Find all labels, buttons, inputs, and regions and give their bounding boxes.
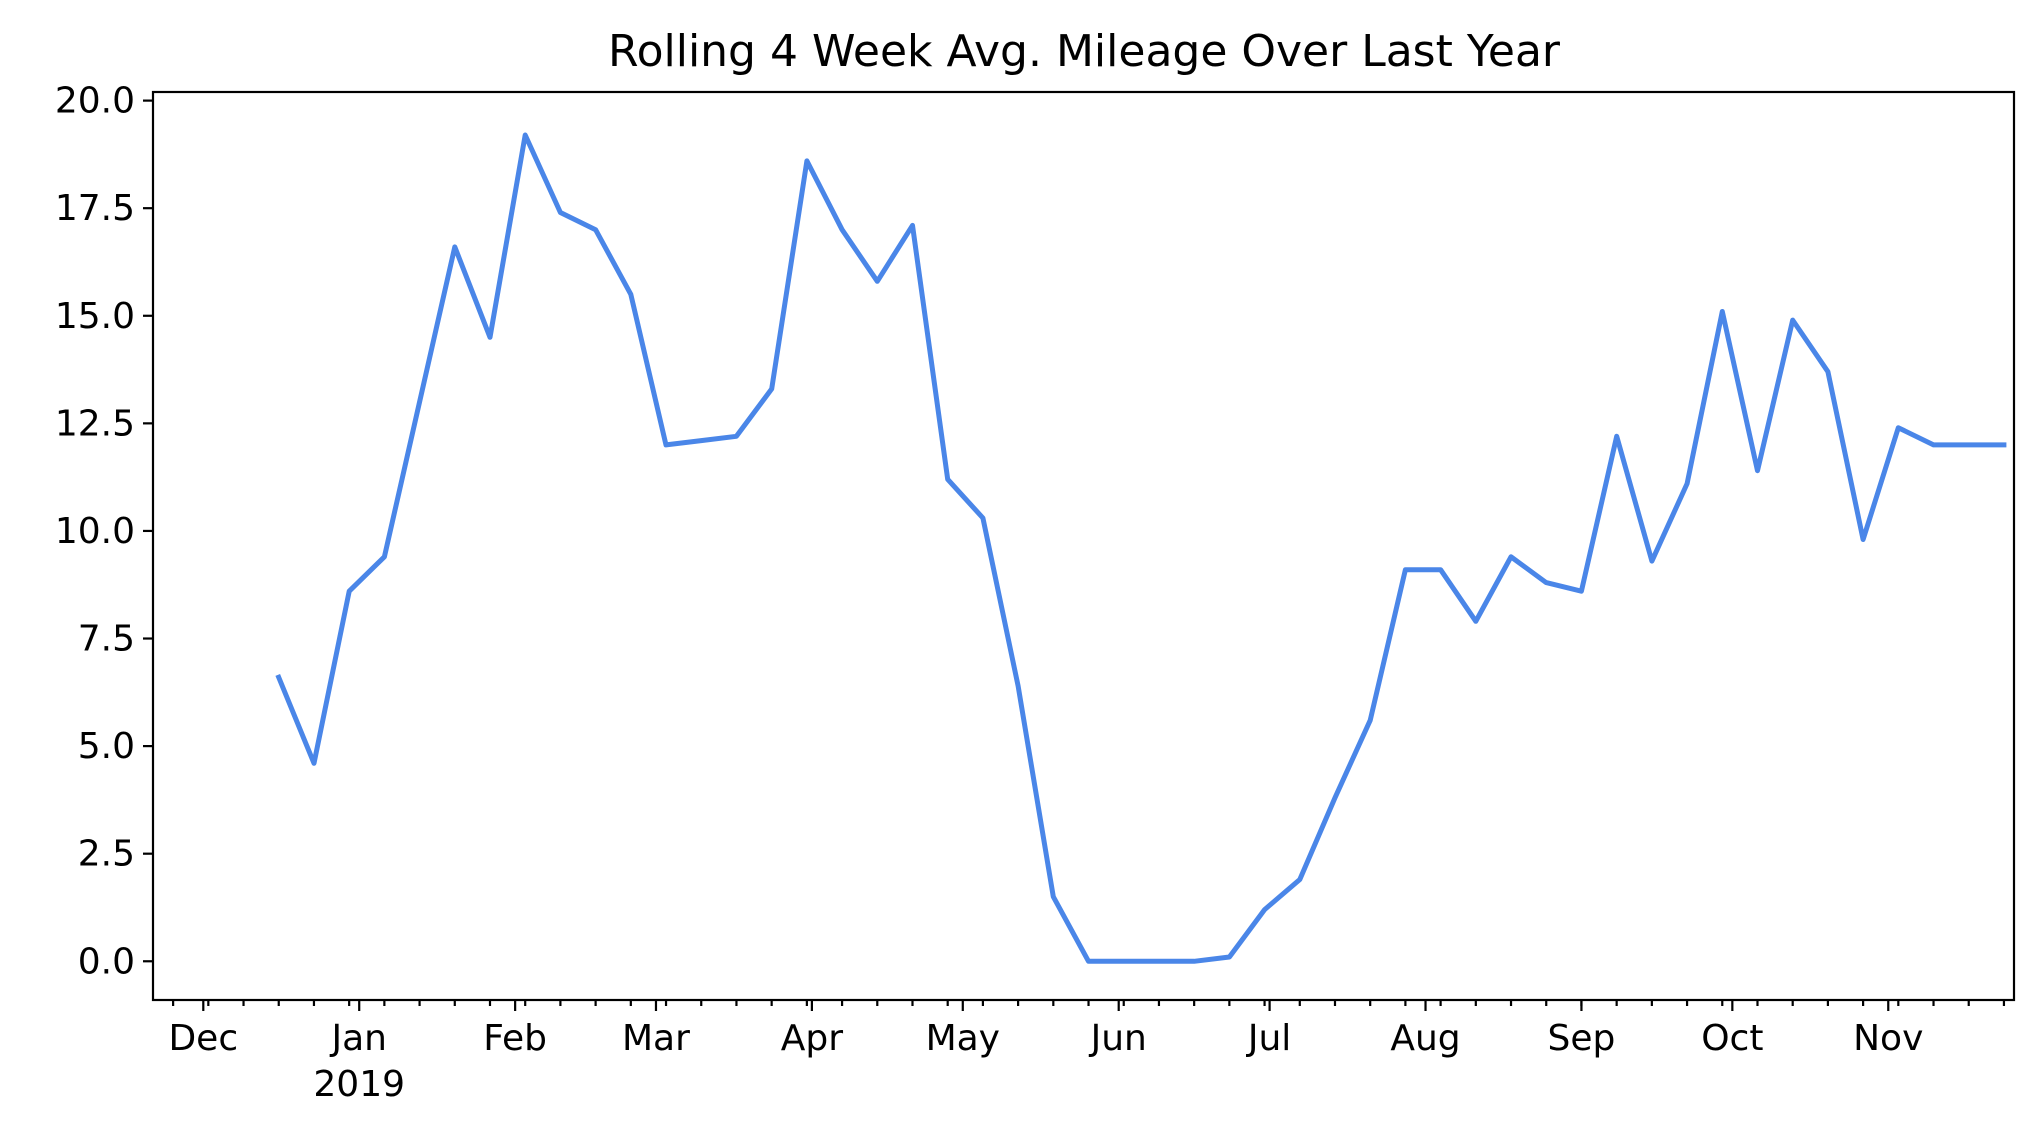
x-tick-label: May	[926, 1018, 1000, 1059]
y-tick-label: 2.5	[78, 834, 135, 875]
x-tick-label: Dec	[168, 1018, 238, 1059]
x-axis: Dec Jan 2019 Feb Mar Apr May Jun Jul Aug Sep Oct Nov	[168, 1000, 2006, 1105]
x-tick-label: Aug	[1390, 1018, 1460, 1059]
x-tick-label: Jun	[1089, 1018, 1147, 1059]
x-tick-label: Sep	[1548, 1018, 1616, 1059]
y-axis: 0.0 2.5 5.0 7.5 10.0 12.5 15.0 17.5 20.0	[55, 81, 153, 982]
y-tick-label: 10.0	[55, 511, 135, 552]
x-tick-label: Nov	[1853, 1018, 1923, 1059]
plot-frame	[151, 90, 2016, 1002]
y-tick-label: 17.5	[55, 188, 135, 229]
x-tick-label: Jan	[329, 1018, 387, 1059]
x-tick-label: Feb	[483, 1018, 547, 1059]
series-line	[275, 132, 2007, 964]
y-tick-label: 5.0	[78, 726, 135, 767]
chart-title: Rolling 4 Week Avg. Mileage Over Last Ye…	[608, 26, 1561, 77]
series-group	[275, 132, 2007, 964]
x-tick-label: Apr	[781, 1018, 843, 1059]
x-tick-label: Oct	[1701, 1018, 1763, 1059]
x-tick-label: Mar	[622, 1018, 690, 1059]
y-tick-label: 15.0	[55, 296, 135, 337]
y-tick-label: 0.0	[78, 941, 135, 982]
x-tick-year-label: 2019	[313, 1064, 405, 1105]
x-tick-label: Jul	[1246, 1018, 1291, 1059]
y-tick-label: 12.5	[55, 403, 135, 444]
y-tick-label: 20.0	[55, 81, 135, 122]
y-tick-label: 7.5	[78, 619, 135, 660]
